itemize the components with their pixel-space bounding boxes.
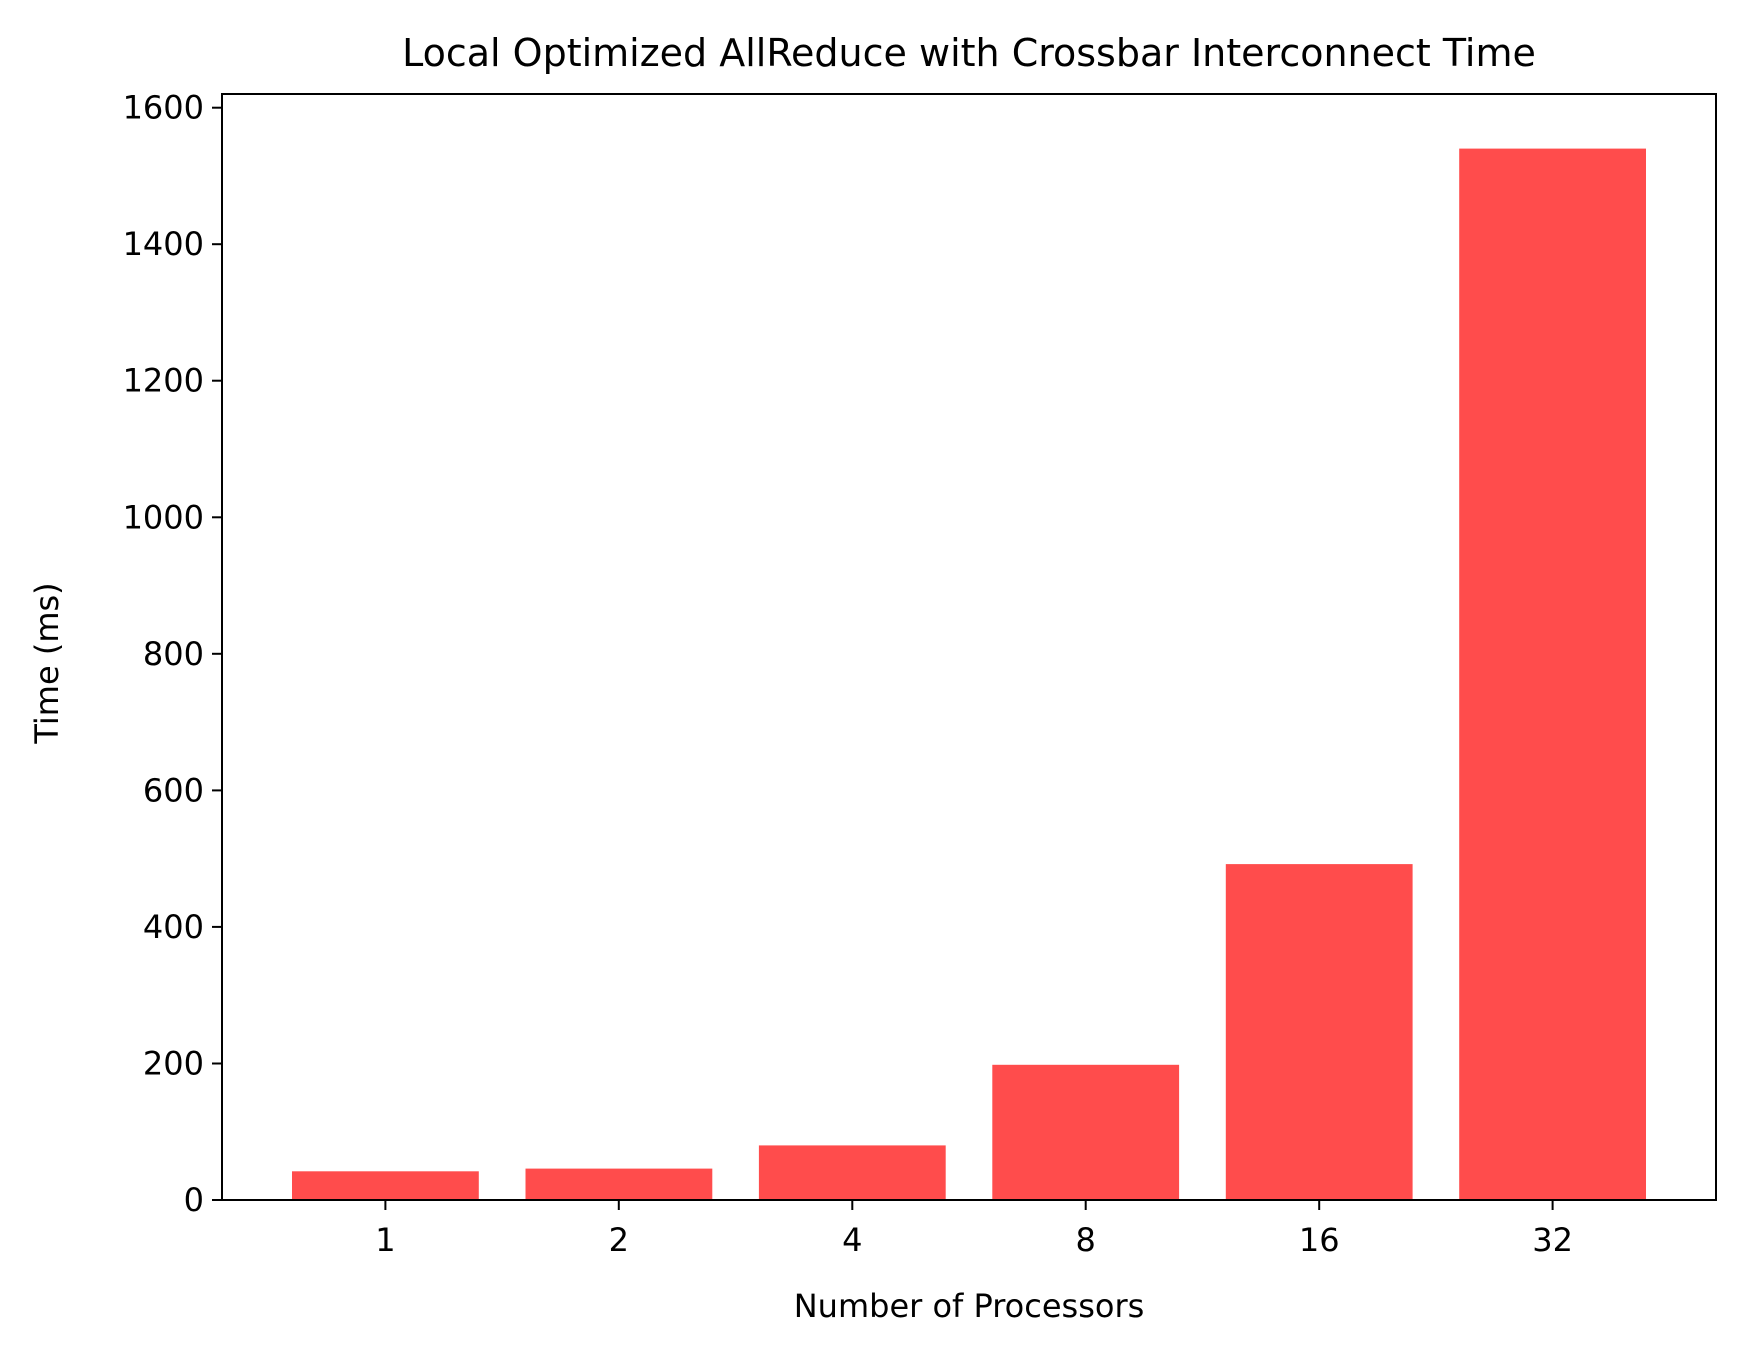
- y-tick-label-1400: 1400: [123, 225, 204, 263]
- x-tick-label-8: 8: [1076, 1221, 1096, 1259]
- y-tick-label-1200: 1200: [123, 362, 204, 400]
- bars-layer: [292, 148, 1646, 1201]
- bar-2: [525, 1168, 713, 1200]
- y-tick-label-200: 200: [143, 1045, 204, 1083]
- y-tick-label-800: 800: [143, 635, 204, 673]
- x-tick-label-32: 32: [1532, 1221, 1573, 1259]
- y-tick-label-400: 400: [143, 908, 204, 946]
- bar-1: [292, 1171, 479, 1200]
- bar-32: [1459, 148, 1646, 1201]
- y-tick-label-600: 600: [143, 771, 204, 809]
- x-tick-label-2: 2: [609, 1221, 629, 1259]
- x-tick-label-4: 4: [842, 1221, 862, 1259]
- x-tick-label-1: 1: [375, 1221, 395, 1259]
- bar-16: [1225, 864, 1413, 1200]
- x-tick-label-16: 16: [1299, 1221, 1340, 1259]
- chart-title: Local Optimized AllReduce with Crossbar …: [402, 31, 1536, 75]
- x-ticks-layer: 1 2 4 8 16 32: [375, 1200, 1573, 1259]
- y-tick-label-1000: 1000: [123, 498, 204, 536]
- plot-frame: [221, 93, 1717, 1201]
- y-ticks-layer: 0 200 400 600 800 1000 1200 1400 1600: [123, 89, 222, 1219]
- y-tick-label-1600: 1600: [123, 89, 204, 127]
- bar-8: [992, 1064, 1180, 1200]
- y-tick-label-0: 0: [184, 1181, 204, 1219]
- x-axis-label: Number of Processors: [794, 1287, 1145, 1325]
- bar-4: [758, 1145, 946, 1200]
- y-axis-label: Time (ms): [28, 582, 66, 744]
